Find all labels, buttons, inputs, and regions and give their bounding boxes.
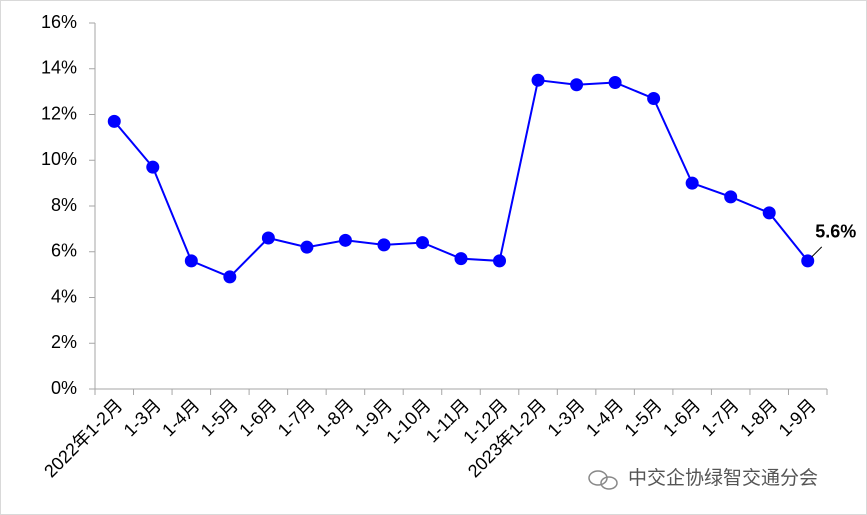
point [647,91,661,105]
watermark-icon [588,470,618,490]
y-tick-label: 8% [51,195,77,215]
point [531,73,545,87]
point [493,254,507,268]
y-tick-label: 10% [41,149,77,169]
y-tick-label: 2% [51,332,77,352]
point [300,240,314,254]
point [454,252,468,266]
point [570,78,584,92]
point [338,233,352,247]
y-tick-label: 16% [41,12,77,32]
watermark: 中交企协绿智交通分会 [628,467,818,489]
point [107,114,121,128]
point [724,190,738,204]
point [261,231,275,245]
point [801,254,815,268]
point [146,160,160,174]
point [608,75,622,89]
y-tick-label: 14% [41,58,77,78]
point [184,254,198,268]
point [377,238,391,252]
point [685,176,699,190]
point [415,236,429,250]
point [223,270,237,284]
point [762,206,776,220]
y-tick-label: 6% [51,241,77,261]
y-tick-label: 12% [41,103,77,123]
y-tick-label: 4% [51,286,77,306]
value-label: 5.6% [815,222,856,242]
label-leader [811,246,823,258]
y-tick-label: 0% [51,378,77,398]
